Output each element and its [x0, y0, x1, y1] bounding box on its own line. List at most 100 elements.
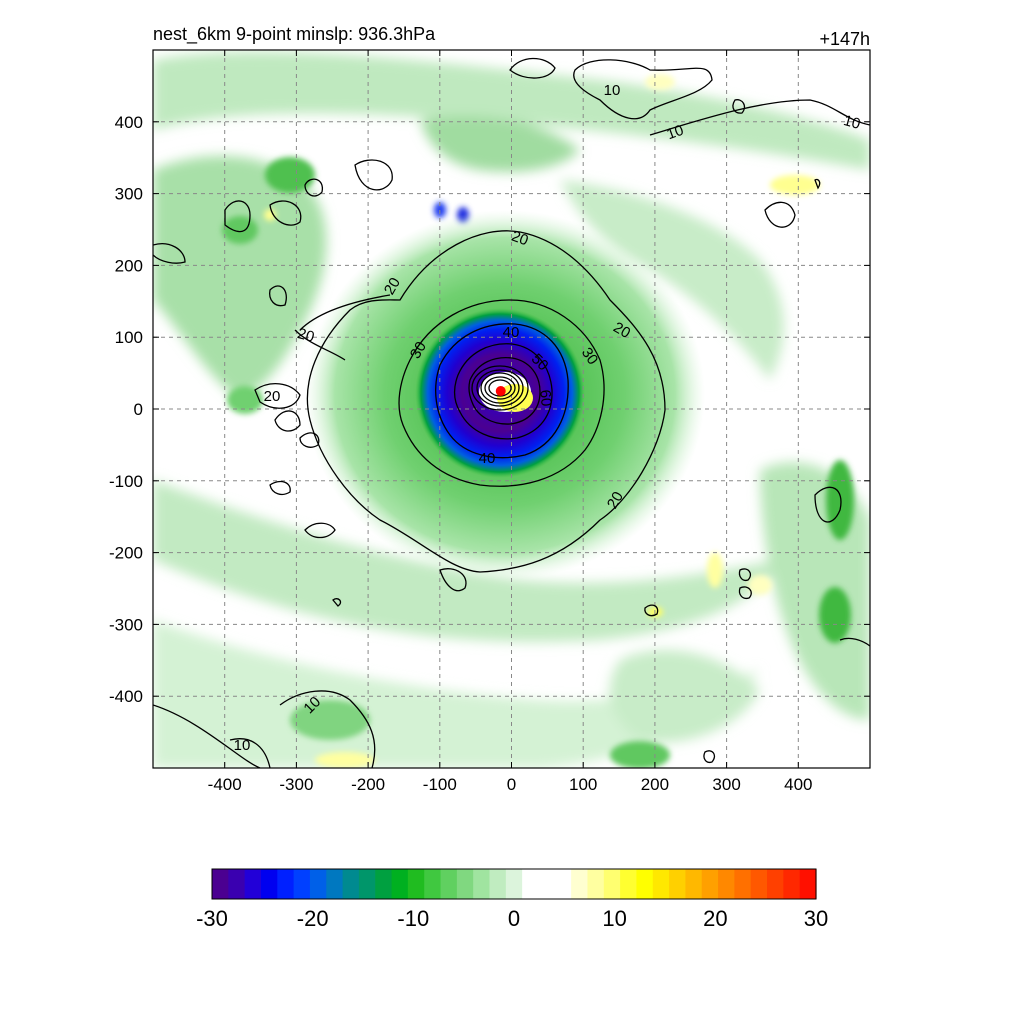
colorbar-tick-labels: -30 -20 -10 0 10 20 30: [196, 906, 828, 931]
colorbar-swatch: [293, 869, 311, 899]
contour-label: 10: [604, 82, 621, 99]
colorbar-swatch: [260, 869, 278, 899]
contour-label: 60: [536, 389, 554, 407]
svg-text:20: 20: [509, 228, 530, 250]
colorbar-swatch: [620, 869, 638, 899]
storm-center: [495, 386, 506, 397]
x-tick-label: 300: [712, 775, 740, 794]
colorbar-swatch: [767, 869, 784, 899]
contour-label: 10: [664, 122, 685, 144]
x-tick-label: 400: [784, 775, 812, 794]
colorbar-swatch: [309, 869, 327, 899]
svg-text:20: 20: [604, 489, 627, 512]
svg-text:10: 10: [842, 112, 863, 133]
contour-label: 40: [479, 450, 496, 467]
y-tick-label: 0: [134, 400, 143, 419]
colorbar-swatch: [489, 869, 507, 899]
colorbar-swatch: [718, 869, 735, 899]
colorbar-swatch: [783, 869, 801, 899]
colorbar-swatch: [734, 869, 752, 899]
colorbar-swatch: [277, 869, 295, 899]
y-tick-label: 200: [115, 256, 143, 275]
colorbar-tick-label: -30: [196, 906, 228, 931]
colorbar-swatch: [326, 869, 344, 899]
colorbar-tick-label: -20: [297, 906, 329, 931]
x-tick-label: -100: [423, 775, 457, 794]
colorbar-swatch: [799, 869, 817, 899]
contour-lines: [153, 57, 870, 768]
y-tick-label: -400: [109, 687, 143, 706]
colorbar-swatch: [424, 869, 442, 899]
y-axis: 400 300 200 100 0 -100 -200 -300 -400: [109, 113, 870, 706]
colorbar-swatch: [228, 869, 246, 899]
colorbar-swatch: [554, 869, 572, 899]
colorbar-swatch: [636, 869, 654, 899]
svg-text:20: 20: [610, 319, 633, 342]
svg-text:10: 10: [604, 82, 621, 99]
x-tick-label: -200: [351, 775, 385, 794]
x-axis: -400 -300 -200 -100 0 100 200 300 400: [208, 50, 812, 794]
svg-text:30: 30: [407, 339, 430, 362]
svg-text:40: 40: [503, 324, 520, 341]
colorbar-tick-label: 10: [602, 906, 626, 931]
colorbar-tick-label: 30: [804, 906, 828, 931]
x-tick-label: -300: [279, 775, 313, 794]
colorbar-swatch: [538, 869, 556, 899]
contour-label: 40: [503, 324, 520, 341]
colorbar-swatch: [685, 869, 703, 899]
colorbar-tick-label: 0: [508, 906, 520, 931]
x-tick-label: 200: [641, 775, 669, 794]
svg-text:40: 40: [479, 450, 496, 467]
colorbar-swatch: [212, 869, 229, 899]
svg-text:60: 60: [536, 389, 554, 407]
contour-label: 20: [381, 275, 404, 298]
colorbar-swatch: [375, 869, 393, 899]
shaded-field: [153, 50, 870, 768]
contour-label: 30: [407, 339, 430, 362]
colorbar-swatch: [473, 869, 491, 899]
colorbar-swatch: [407, 869, 425, 899]
contour-label: 10: [234, 737, 251, 754]
colorbar-swatch: [505, 869, 523, 899]
colorbar-tick-label: -10: [397, 906, 429, 931]
time-label: +147h: [819, 29, 870, 49]
colorbar-swatch: [440, 869, 458, 899]
contour-label: 10: [842, 112, 863, 133]
svg-text:20: 20: [381, 275, 404, 298]
colorbar-swatch: [750, 869, 768, 899]
colorbar-swatch: [358, 869, 376, 899]
colorbar-swatch: [342, 869, 360, 899]
colorbar-swatch: [571, 869, 589, 899]
chart-title: nest_6km 9-point minslp: 936.3hPa: [153, 24, 436, 45]
y-tick-label: -100: [109, 472, 143, 491]
contour-label: 20: [509, 228, 530, 250]
contour-label: 30: [578, 345, 601, 368]
colorbar-frame: [211, 868, 817, 900]
colorbar-swatch: [701, 869, 719, 899]
colorbar-tick-label: 20: [703, 906, 727, 931]
x-tick-label: 0: [507, 775, 516, 794]
y-tick-label: 100: [115, 328, 143, 347]
y-tick-label: 300: [115, 185, 143, 204]
svg-text:20: 20: [264, 388, 281, 405]
colorbar-swatch: [391, 869, 409, 899]
contour-label: 20: [264, 388, 281, 405]
colorbar-swatch: [456, 869, 474, 899]
colorbar-swatch: [522, 869, 540, 899]
colorbar-swatch: [244, 869, 262, 899]
svg-text:10: 10: [234, 737, 251, 754]
colorbar-swatch: [669, 869, 687, 899]
y-tick-label: 400: [115, 113, 143, 132]
x-tick-label: 100: [569, 775, 597, 794]
colorbar: [211, 868, 817, 900]
x-tick-label: -400: [208, 775, 242, 794]
colorbar-swatch: [587, 869, 605, 899]
svg-text:30: 30: [578, 345, 601, 368]
contour-label: 20: [604, 489, 627, 512]
storm-center-dot: [495, 386, 506, 397]
y-tick-label: -200: [109, 544, 143, 563]
contour-label: 20: [610, 319, 633, 342]
colorbar-swatch: [652, 869, 670, 899]
